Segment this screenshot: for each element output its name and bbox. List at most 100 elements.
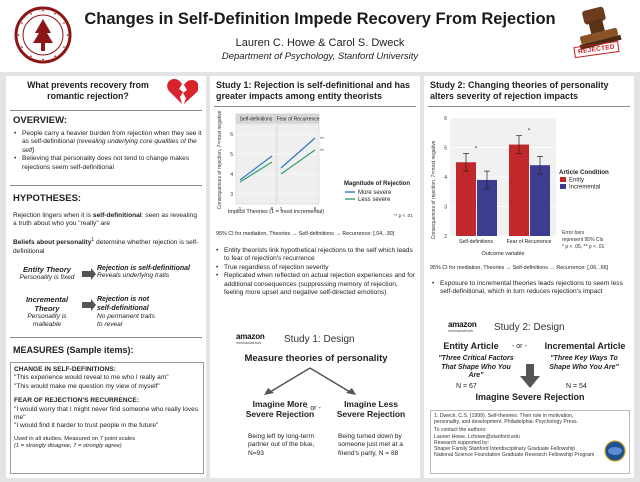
study2-sig-label: * xyxy=(475,146,478,152)
measures-title: MEASURES (Sample items): xyxy=(13,345,134,355)
study1-bullet-2: True regardless of rejection severity xyxy=(216,264,416,273)
poster-authors: Lauren C. Howe & Carol S. Dweck xyxy=(235,37,405,49)
study2-note: * p < .05, ** p < .01 xyxy=(562,244,604,250)
study1-xtick: 6 xyxy=(314,206,317,212)
study1-series-line xyxy=(239,155,273,181)
study1-facet-header xyxy=(276,113,320,124)
incremental-article-quote: "Three Key Ways To Shape Who You Are" xyxy=(549,355,619,371)
support-1: Shaper Family Stanford Interdisciplinary… xyxy=(434,446,575,453)
incremental-arrow-icon xyxy=(82,299,96,311)
study1-bullet-3: Replicated when reflected on actual reje… xyxy=(216,272,416,297)
nsf-logo-icon xyxy=(604,440,626,462)
study1-facet-panel xyxy=(235,123,277,205)
fear-item-2: "I would find it harder to trust people … xyxy=(14,422,159,430)
entity-result: Rejection is self-definitional xyxy=(97,265,190,272)
incremental-theory-sub-2: malleable xyxy=(32,321,62,329)
entity-result-box: Rejection is self-definitional Reveals u… xyxy=(97,265,203,279)
study2-legend-swatch xyxy=(560,184,566,189)
study2-note: represent 95% CIs xyxy=(562,237,604,243)
poster-department: Department of Psychology, Stanford Unive… xyxy=(221,51,419,62)
overview-list: People carry a heavier burden from rejec… xyxy=(14,130,202,172)
support-2: National Science Foundation Graduate Res… xyxy=(434,452,595,459)
incremental-article-n: N = 54 xyxy=(566,383,587,390)
study2-category-label: Self-definitions xyxy=(459,239,493,245)
study1-legend-title: Magnitude of Rejection xyxy=(344,181,410,187)
study1-ytick: 4 xyxy=(230,172,233,178)
study1-design-title: Study 1: Design xyxy=(284,334,355,345)
hypotheses-title: HYPOTHESES: xyxy=(13,193,82,204)
incremental-theory-box: Incremental Theory Personality is mallea… xyxy=(13,295,81,329)
hypothesis-1: Rejection lingers when it is self-defini… xyxy=(13,212,197,228)
study2-bars: * Self-definitions * Fear of Recurrence xyxy=(450,117,556,245)
study1-bullet-1: Entity theorists link hypothetical rejec… xyxy=(216,247,416,264)
entity-article-n: N = 67 xyxy=(456,383,477,390)
study1-facet-panel xyxy=(276,123,320,205)
entity-article-quote: "Three Critical Factors That Shape Who Y… xyxy=(438,355,514,380)
study2-bar xyxy=(509,144,529,236)
study2-mediation-note: 95% CI for mediation, Theories → Self-de… xyxy=(430,265,609,271)
study2-legend-swatch xyxy=(560,177,566,182)
study1-ylabel: Consequences of rejection, 7=most negati… xyxy=(217,110,223,209)
study1-sig-note: ** p < .01 xyxy=(394,213,413,218)
poster-title: Changes in Self-Definition Impede Recove… xyxy=(84,10,556,28)
study1-series-line xyxy=(280,149,316,175)
change-item-2: "This would make me question my view of … xyxy=(14,382,160,390)
incremental-result-sub-1: No permanent traits xyxy=(97,313,155,321)
amazon-mturk-logo-1: amazon mechanical turk xyxy=(236,332,265,345)
left-divider-3 xyxy=(10,337,202,338)
study2-ytick: 2 xyxy=(444,234,447,240)
left-divider-1 xyxy=(10,110,202,111)
study2-category-label: Fear of Recurrence xyxy=(507,239,552,245)
study2-yticks: 6 5 4 3 2 xyxy=(444,116,447,240)
study1-branch-arrows xyxy=(264,367,356,395)
study2-ytick: 3 xyxy=(444,204,447,210)
study2-title: Study 2: Changing theories of personalit… xyxy=(430,80,609,101)
study1-sig-label: ** xyxy=(320,136,324,142)
study1-ytick: 3 xyxy=(230,192,233,198)
study2-design-title: Study 2: Design xyxy=(494,322,565,333)
study1-chart: Consequences of rejection, 7=most negati… xyxy=(217,110,413,218)
hypothesis-2: Beliefs about personality1 determine whe… xyxy=(13,237,199,255)
study2-note: Error bars xyxy=(562,230,585,236)
references-text: 1. Dweck, C.S. (1999). Self-theories: Th… xyxy=(434,413,598,458)
intro-question: What prevents recovery from romantic rej… xyxy=(27,80,149,101)
study1-facet-label: Self-definitions xyxy=(240,117,273,123)
study1-xtick: 1 xyxy=(280,206,283,212)
entity-theory-box: Entity Theory Personality is fixed xyxy=(13,265,81,281)
study2-chart: Consequences of rejection, 7=most negati… xyxy=(431,116,609,257)
incremental-result-1: Rejection is not xyxy=(97,296,150,303)
study2-ytick: 4 xyxy=(444,175,447,181)
study1-measure-label: Measure theories of personality xyxy=(244,353,388,364)
imagine-severe-rejection: Imagine Severe Rejection xyxy=(475,392,585,402)
broken-heart-icon xyxy=(167,79,198,104)
study1-ytick: 5 xyxy=(230,152,233,158)
study2-ytick: 6 xyxy=(444,116,447,122)
study2-legend-label: Incremental xyxy=(569,185,600,191)
incremental-theory-title-2: Theory xyxy=(34,303,60,313)
measures-content: CHANGE IN SELF-DEFINITIONS: "This experi… xyxy=(14,366,202,450)
scale-note-2: (1 = strongly disagree, 7 = strongly agr… xyxy=(14,442,122,449)
scale-note-1: Used in all studies. Measured on 7 point… xyxy=(14,435,136,442)
study1-xlabel: Implicit Theories (1 = most incremental) xyxy=(228,209,325,215)
support-label: Research supported by: xyxy=(434,439,490,446)
overview-item-2: Believing that personality does not tend… xyxy=(14,155,202,172)
overview-item-1: People carry a heavier burden from rejec… xyxy=(14,130,202,155)
study1-yticks: 6 5 4 3 xyxy=(230,132,233,198)
study2-legend-title: Article Condition xyxy=(559,169,609,176)
rejected-stamp-icon xyxy=(579,6,622,50)
fear-item-1: "I would worry that I might never find s… xyxy=(14,405,199,422)
incremental-result-sub-2: to reveal xyxy=(97,321,123,329)
incremental-result-box: Rejection is not self-definitional No pe… xyxy=(97,296,203,329)
study1-less-severe: Imagine Less Severe Rejection xyxy=(336,399,406,419)
incremental-result-2: self-definitional xyxy=(97,304,149,312)
study2-bar xyxy=(456,162,476,236)
left-divider-2 xyxy=(10,185,202,186)
measures-box xyxy=(10,362,204,474)
study2-legend-label: Entity xyxy=(569,178,584,184)
change-item-1: "This experience would reveal to me who … xyxy=(14,374,169,382)
study1-xtick: 1 xyxy=(239,206,242,212)
study2-bullets: Exposure to incremental theories leads r… xyxy=(432,280,628,297)
study1-series-line xyxy=(280,137,316,169)
